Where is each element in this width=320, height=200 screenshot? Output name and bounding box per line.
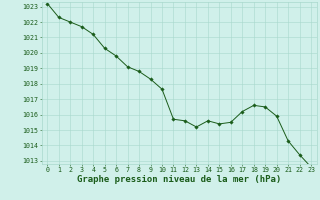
X-axis label: Graphe pression niveau de la mer (hPa): Graphe pression niveau de la mer (hPa): [77, 175, 281, 184]
